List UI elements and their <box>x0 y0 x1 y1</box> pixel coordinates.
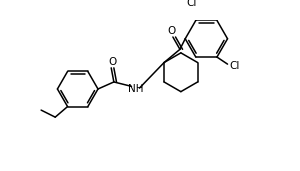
Text: NH: NH <box>128 84 144 94</box>
Text: Cl: Cl <box>230 61 240 71</box>
Text: O: O <box>168 26 176 36</box>
Text: O: O <box>108 57 117 67</box>
Text: Cl: Cl <box>186 0 197 8</box>
